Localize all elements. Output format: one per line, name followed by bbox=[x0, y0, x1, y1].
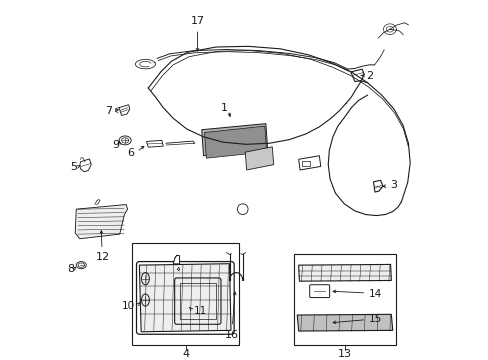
Polygon shape bbox=[244, 147, 273, 170]
Text: 13: 13 bbox=[338, 348, 351, 359]
Bar bbox=[294, 254, 395, 345]
Text: 12: 12 bbox=[95, 252, 109, 262]
Text: 11: 11 bbox=[194, 306, 207, 316]
Polygon shape bbox=[173, 255, 179, 264]
Text: 6: 6 bbox=[127, 148, 135, 158]
Text: 15: 15 bbox=[368, 314, 381, 324]
Text: 16: 16 bbox=[224, 330, 239, 340]
Polygon shape bbox=[373, 180, 382, 192]
Polygon shape bbox=[139, 264, 230, 332]
Text: 14: 14 bbox=[368, 289, 381, 299]
Polygon shape bbox=[298, 264, 390, 281]
Text: 5: 5 bbox=[70, 162, 77, 172]
Polygon shape bbox=[119, 105, 129, 116]
Text: 2: 2 bbox=[365, 71, 372, 81]
Bar bbox=[179, 283, 216, 319]
Ellipse shape bbox=[119, 136, 131, 145]
Text: 10: 10 bbox=[122, 301, 135, 311]
Polygon shape bbox=[75, 204, 127, 239]
Text: 1: 1 bbox=[220, 103, 227, 113]
Text: 9: 9 bbox=[112, 140, 119, 150]
Bar bbox=[132, 243, 239, 345]
Text: 7: 7 bbox=[105, 106, 112, 116]
Polygon shape bbox=[202, 123, 267, 156]
Polygon shape bbox=[80, 159, 91, 172]
Bar bbox=[302, 161, 309, 166]
Polygon shape bbox=[204, 126, 266, 158]
Text: 17: 17 bbox=[190, 16, 204, 26]
Polygon shape bbox=[298, 156, 320, 170]
Polygon shape bbox=[350, 69, 364, 82]
Text: 8: 8 bbox=[67, 264, 74, 274]
Text: 3: 3 bbox=[389, 180, 396, 190]
Text: 4: 4 bbox=[182, 348, 189, 359]
Polygon shape bbox=[146, 140, 163, 147]
Polygon shape bbox=[297, 314, 392, 331]
